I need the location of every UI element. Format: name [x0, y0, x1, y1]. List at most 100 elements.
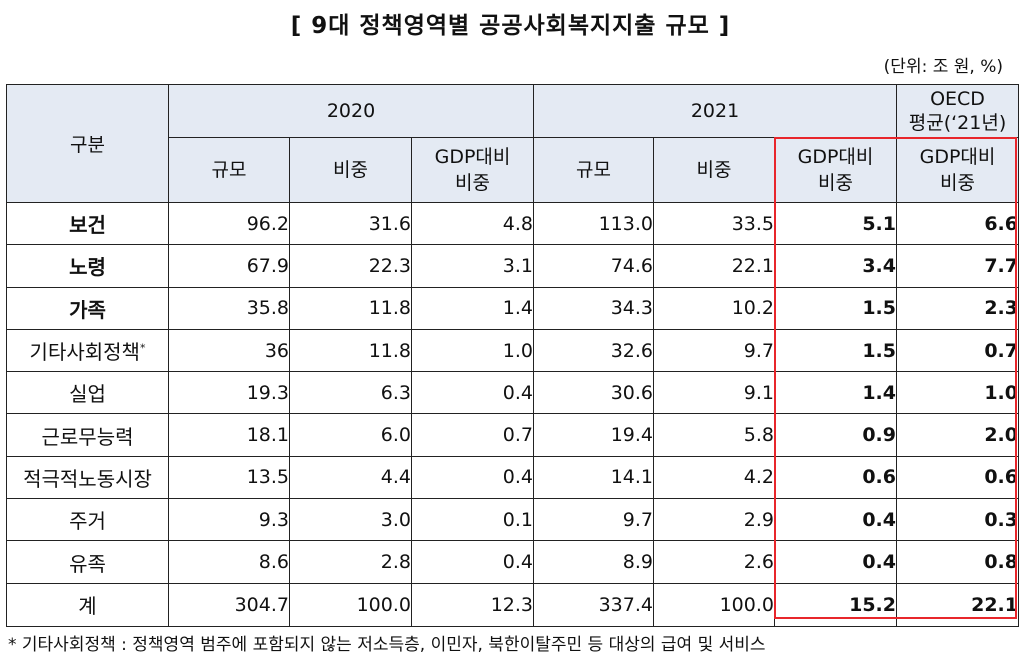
cell-2020-gdp: 3.1 — [411, 244, 534, 288]
cell-2020-gdp: 0.1 — [411, 498, 534, 542]
cell-2020-gdp: 0.4 — [411, 540, 534, 584]
cell-2021-gdp: 0.9 — [774, 413, 897, 457]
gdp-label-line1: GDP대비 — [919, 146, 996, 168]
table-row: 근로무능력 18.1 6.0 0.7 19.4 5.8 0.9 2.0 — [6, 413, 1019, 457]
footnote-mark: * — [139, 341, 146, 355]
header-2020-scale: 규모 — [168, 137, 290, 203]
row-category-label: 기타사회정책 — [29, 340, 140, 365]
table-row: 주거 9.3 3.0 0.1 9.7 2.9 0.4 0.3 — [6, 498, 1019, 542]
cell-2021-share: 2.9 — [653, 498, 775, 542]
gdp-label-line1: GDP대비 — [797, 146, 874, 168]
cell-oecd-gdp: 7.7 — [896, 244, 1019, 288]
header-category: 구분 — [6, 84, 169, 203]
cell-2020-scale: 96.2 — [168, 201, 290, 246]
cell-2020-gdp: 12.3 — [411, 582, 534, 627]
cell-2020-share: 2.8 — [289, 540, 412, 584]
header-2020-share: 비중 — [289, 137, 412, 203]
cell-oecd-gdp: 0.7 — [896, 328, 1019, 373]
cell-oecd-gdp: 2.0 — [896, 413, 1019, 457]
cell-2021-gdp: 0.4 — [774, 498, 897, 542]
cell-2020-scale: 36 — [168, 328, 290, 373]
cell-2021-scale: 19.4 — [533, 413, 654, 457]
cell-2021-share: 33.5 — [653, 201, 775, 246]
header-year-2020: 2020 — [168, 84, 534, 138]
table-title: [ 9대 정책영역별 공공사회복지지출 규모 ] — [290, 13, 731, 39]
cell-2020-gdp: 1.0 — [411, 328, 534, 373]
table-row: 가족 35.8 11.8 1.4 34.3 10.2 1.5 2.3 — [6, 286, 1019, 330]
cell-2021-gdp: 5.1 — [774, 201, 897, 246]
gdp-label-line1: GDP대비 — [434, 146, 511, 168]
row-category: 실업 — [6, 371, 169, 415]
cell-2020-share: 6.3 — [289, 371, 412, 415]
cell-2021-gdp: 1.5 — [774, 286, 897, 330]
cell-oecd-gdp: 2.3 — [896, 286, 1019, 330]
table-row: 실업 19.3 6.3 0.4 30.6 9.1 1.4 1.0 — [6, 371, 1019, 415]
cell-2020-gdp: 4.8 — [411, 201, 534, 246]
table-row: 적극적노동시장 13.5 4.4 0.4 14.1 4.2 0.6 0.6 — [6, 455, 1019, 500]
total-row: 계 304.7 100.0 12.3 337.4 100.0 15.2 22.1 — [6, 582, 1019, 627]
cell-2020-scale: 304.7 — [168, 582, 290, 627]
cell-2020-share: 6.0 — [289, 413, 412, 457]
header-2021-share: 비중 — [653, 137, 775, 203]
cell-2021-gdp: 15.2 — [774, 582, 897, 627]
cell-2020-gdp: 0.4 — [411, 455, 534, 500]
cell-2021-share: 2.6 — [653, 540, 775, 584]
cell-2021-scale: 34.3 — [533, 286, 654, 330]
cell-2020-scale: 13.5 — [168, 455, 290, 500]
cell-oecd-gdp: 0.6 — [896, 455, 1019, 500]
cell-2021-share: 9.7 — [653, 328, 775, 373]
welfare-spending-table: 구분 2020 2021 OECD 평균(‘21년) 규모 비중 GDP대비 비중… — [6, 84, 1019, 627]
cell-2020-scale: 35.8 — [168, 286, 290, 330]
row-category: 기타사회정책* — [6, 328, 169, 373]
header-year-2021: 2021 — [533, 84, 897, 138]
cell-2020-gdp: 0.4 — [411, 371, 534, 415]
table-row: 보건 96.2 31.6 4.8 113.0 33.5 5.1 6.6 — [6, 201, 1019, 246]
cell-2020-scale: 67.9 — [168, 244, 290, 288]
row-category: 가족 — [6, 286, 169, 330]
cell-2020-scale: 9.3 — [168, 498, 290, 542]
cell-2020-share: 4.4 — [289, 455, 412, 500]
unit-note: (단위: 조 원, %) — [883, 57, 1003, 77]
cell-2021-scale: 113.0 — [533, 201, 654, 246]
cell-2021-gdp: 3.4 — [774, 244, 897, 288]
cell-2021-scale: 30.6 — [533, 371, 654, 415]
header-oecd-line2: 평균(‘21년) — [908, 112, 1007, 134]
cell-2021-share: 9.1 — [653, 371, 775, 415]
row-category: 근로무능력 — [6, 413, 169, 457]
cell-2021-scale: 9.7 — [533, 498, 654, 542]
row-category: 주거 — [6, 498, 169, 542]
cell-2020-gdp: 1.4 — [411, 286, 534, 330]
row-category: 적극적노동시장 — [6, 455, 169, 500]
table-row: 유족 8.6 2.8 0.4 8.9 2.6 0.4 0.8 — [6, 540, 1019, 584]
cell-oecd-gdp: 0.3 — [896, 498, 1019, 542]
row-category: 보건 — [6, 201, 169, 246]
cell-2021-scale: 74.6 — [533, 244, 654, 288]
cell-2020-scale: 8.6 — [168, 540, 290, 584]
cell-2021-gdp: 1.4 — [774, 371, 897, 415]
header-oecd: OECD 평균(‘21년) — [896, 84, 1019, 138]
table-row: 기타사회정책* 36 11.8 1.0 32.6 9.7 1.5 0.7 — [6, 328, 1019, 373]
gdp-label-line2: 비중 — [940, 172, 975, 194]
cell-oecd-gdp: 6.6 — [896, 201, 1019, 246]
row-category: 계 — [6, 582, 169, 627]
row-category: 노령 — [6, 244, 169, 288]
cell-2021-gdp: 0.6 — [774, 455, 897, 500]
footnote: * 기타사회정책 : 정책영역 범주에 포함되지 않는 저소득층, 이민자, 북… — [8, 635, 766, 655]
cell-oecd-gdp: 1.0 — [896, 371, 1019, 415]
gdp-label-line2: 비중 — [818, 172, 853, 194]
cell-2021-share: 22.1 — [653, 244, 775, 288]
header-2021-scale: 규모 — [533, 137, 654, 203]
gdp-label-line2: 비중 — [455, 172, 490, 194]
row-category: 유족 — [6, 540, 169, 584]
cell-2021-share: 100.0 — [653, 582, 775, 627]
cell-2021-scale: 8.9 — [533, 540, 654, 584]
cell-2021-share: 5.8 — [653, 413, 775, 457]
cell-2021-share: 4.2 — [653, 455, 775, 500]
cell-2021-scale: 32.6 — [533, 328, 654, 373]
cell-2020-scale: 18.1 — [168, 413, 290, 457]
cell-2020-share: 11.8 — [289, 328, 412, 373]
cell-2021-share: 10.2 — [653, 286, 775, 330]
